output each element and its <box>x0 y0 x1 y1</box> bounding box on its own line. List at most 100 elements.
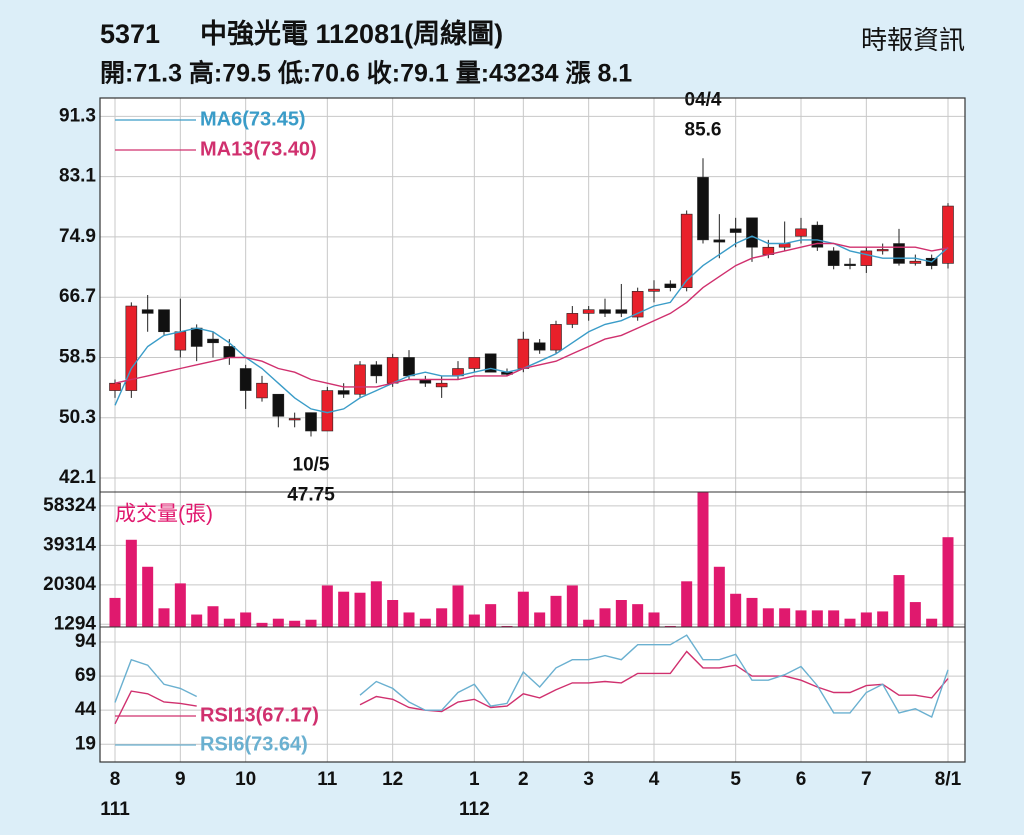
annotation-date: 04/4 <box>685 89 722 110</box>
plot-area <box>100 98 965 762</box>
volume-bar <box>664 625 676 627</box>
y-tick-label: 50.3 <box>59 407 96 428</box>
candle-body <box>207 338 219 344</box>
stock-code: 5371 <box>100 19 160 49</box>
candle-body <box>484 353 497 373</box>
y-tick-label: 20304 <box>43 574 96 595</box>
candle-body <box>631 291 644 318</box>
candle-body <box>942 205 954 264</box>
x-tick-label: 8 <box>110 769 121 790</box>
legend-label: RSI6(73.64) <box>200 733 308 755</box>
volume-bar <box>485 604 497 627</box>
volume-bar <box>158 608 170 627</box>
x-tick-label: 11 <box>317 769 338 790</box>
volume-bar <box>501 625 513 627</box>
annotation-date: 10/5 <box>293 455 330 476</box>
volume-bar <box>468 614 480 627</box>
y-tick-label: 91.3 <box>59 105 96 126</box>
volume-bar <box>762 608 774 627</box>
volume-bar <box>583 619 595 627</box>
volume-bar <box>828 610 840 627</box>
volume-bar <box>109 597 121 627</box>
volume-bar <box>142 566 154 627</box>
candle-body <box>141 309 154 314</box>
x-tick-label: 7 <box>861 769 872 790</box>
x-tick-label: 8/1 <box>935 769 962 790</box>
volume-bar <box>174 583 186 627</box>
y-tick-label: 74.9 <box>59 226 96 247</box>
y-tick-label: 19 <box>75 733 96 754</box>
candle-body <box>305 412 317 432</box>
x-tick-label: 2 <box>518 769 529 790</box>
volume-bar <box>779 608 791 627</box>
volume-bar <box>207 606 219 627</box>
volume-bars <box>109 492 954 627</box>
candle-body <box>354 364 366 395</box>
y-tick-label: 69 <box>75 665 96 686</box>
x-tick-label: 3 <box>583 769 594 790</box>
candle-body <box>272 393 285 417</box>
volume-bar <box>795 610 807 627</box>
source: 時報資訊 <box>861 25 965 55</box>
candle-body <box>109 382 121 391</box>
volume-bar <box>125 539 137 627</box>
volume-bar <box>632 604 644 627</box>
candle-body <box>321 390 334 432</box>
candle-body <box>190 327 203 347</box>
candle-body <box>239 368 252 391</box>
volume-bar <box>517 591 529 627</box>
candle-body <box>582 309 595 314</box>
volume-bar <box>370 581 382 627</box>
volume-bar <box>877 611 889 627</box>
volume-bar <box>419 618 431 627</box>
x-tick-label: 4 <box>649 769 660 790</box>
volume-bar <box>436 608 448 627</box>
candle-body <box>125 305 138 391</box>
x-tick-label: 10 <box>235 769 256 790</box>
candle-body <box>713 239 726 243</box>
volume-bar <box>893 575 905 627</box>
volume-bar <box>272 618 284 627</box>
volume-bar <box>648 612 660 627</box>
volume-bar <box>289 620 301 627</box>
candle-body <box>876 249 889 252</box>
x-tick-label: 12 <box>382 769 403 790</box>
x-tick-label: 1 <box>469 769 480 790</box>
x-tick-label: 9 <box>175 769 186 790</box>
candle-body <box>403 357 415 377</box>
volume-bar <box>191 614 203 627</box>
candle-body <box>893 243 905 264</box>
candle-body <box>844 263 856 266</box>
candle-body <box>795 228 807 237</box>
volume-bar <box>909 602 921 627</box>
series-line <box>114 634 949 718</box>
y-tick-label: 58.5 <box>59 346 96 367</box>
legend-label: RSI13(67.17) <box>200 704 319 726</box>
volume-bar <box>599 608 611 627</box>
volume-bar <box>566 585 578 627</box>
candle-body <box>729 228 742 233</box>
candle-body <box>337 390 350 395</box>
y-tick-label: 39314 <box>43 534 96 555</box>
y-tick-label: 1294 <box>54 613 97 634</box>
volume-bar <box>844 618 856 627</box>
candle-body <box>697 177 709 241</box>
candle-body <box>566 313 579 325</box>
series-line <box>114 235 949 414</box>
candle-body <box>860 250 873 266</box>
volume-bar <box>240 612 252 627</box>
x-tick-label: 5 <box>730 769 741 790</box>
volume-bar <box>697 492 709 627</box>
y-tick-label: 42.1 <box>59 467 96 488</box>
candle-body <box>615 309 628 314</box>
volume-bar <box>811 610 823 627</box>
candle-body <box>386 357 399 384</box>
candle-body <box>223 346 236 358</box>
year-label: 112 <box>459 799 490 820</box>
series-line <box>114 242 949 388</box>
candle-body <box>256 382 268 399</box>
candle-body <box>435 382 448 388</box>
y-tick-label: 83.1 <box>59 166 96 187</box>
